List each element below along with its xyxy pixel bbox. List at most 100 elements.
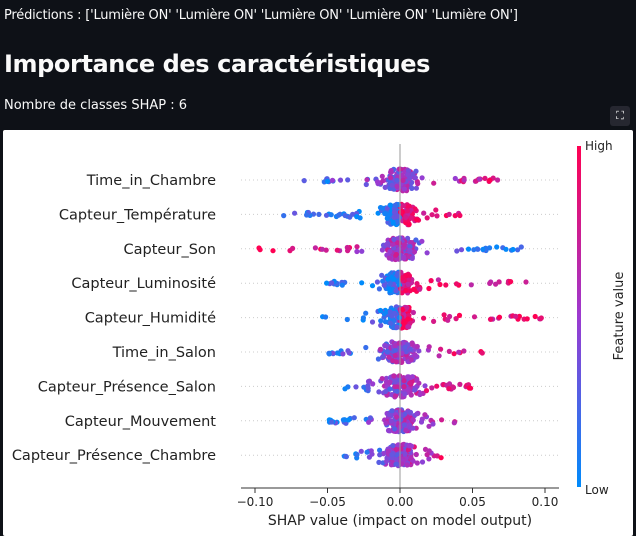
- shap-point: [388, 169, 394, 175]
- colorbar: High Low Feature value: [577, 139, 627, 497]
- shap-point: [401, 186, 407, 192]
- shap-point: [513, 313, 519, 319]
- shap-point: [401, 255, 407, 261]
- shap-point: [538, 315, 544, 321]
- shap-point: [387, 386, 393, 392]
- shap-point: [367, 415, 373, 421]
- shap-point: [391, 426, 398, 432]
- shap-point: [374, 179, 381, 185]
- shap-point: [379, 376, 385, 382]
- shap-point: [412, 387, 418, 393]
- shap-point: [414, 411, 420, 417]
- fullscreen-button[interactable]: ⛶: [610, 106, 630, 126]
- shap-point: [516, 313, 523, 319]
- shap-point: [329, 177, 336, 183]
- shap-point: [359, 280, 365, 286]
- shap-point: [403, 214, 409, 221]
- shap-point: [482, 175, 488, 181]
- colorbar-low-label: Low: [585, 483, 609, 497]
- shap-point: [398, 412, 404, 418]
- feature-label: Capteur_Présence_Chambre: [12, 448, 216, 464]
- shap-point: [346, 417, 352, 423]
- shap-point: [337, 177, 344, 183]
- shap-point: [446, 211, 452, 217]
- shap-point: [365, 378, 372, 385]
- shap-point: [396, 246, 402, 252]
- shap-point: [369, 319, 376, 325]
- shap-point: [419, 238, 425, 244]
- shap-point: [400, 275, 406, 281]
- shap-point: [394, 213, 400, 219]
- shap-point: [421, 210, 427, 216]
- shap-point: [414, 460, 420, 466]
- shap-point: [398, 209, 404, 215]
- shap-point: [417, 391, 423, 398]
- shap-point: [398, 417, 404, 423]
- shap-point: [394, 272, 400, 278]
- shap-point: [451, 351, 457, 357]
- shap-point: [354, 451, 360, 458]
- feature-rows: Time_in_Chambre Capteur_Température Capteu…: [12, 173, 559, 464]
- shap-point: [403, 287, 409, 293]
- x-axis-label: SHAP value (impact on model output): [268, 513, 532, 529]
- shap-point: [323, 247, 329, 253]
- shap-point: [407, 244, 413, 250]
- fullscreen-icon: ⛶: [616, 109, 624, 122]
- shap-point: [430, 421, 436, 427]
- shap-point: [406, 277, 412, 283]
- shap-point: [392, 379, 398, 385]
- shap-point: [391, 276, 397, 282]
- shap-point: [346, 350, 352, 356]
- shap-point: [418, 419, 425, 425]
- shap-point: [399, 290, 405, 296]
- shap-point: [424, 452, 430, 458]
- shap-point: [422, 383, 428, 389]
- shap-point: [292, 210, 298, 216]
- shap-point: [406, 443, 412, 449]
- shap-point: [384, 349, 390, 355]
- shap-point: [354, 248, 360, 255]
- shap-point: [433, 207, 439, 213]
- shap-point: [363, 344, 369, 351]
- shap-point: [392, 393, 399, 399]
- shap-point: [380, 354, 386, 360]
- shap-point: [407, 320, 413, 326]
- shap-point: [400, 306, 406, 313]
- shap-point: [466, 385, 472, 391]
- shap-point: [439, 417, 445, 423]
- shap-point: [389, 241, 395, 247]
- shap-point: [328, 212, 334, 218]
- shap-point: [270, 248, 276, 254]
- colorbar-title: Feature value: [612, 272, 627, 361]
- shap-point: [401, 378, 407, 384]
- shap-point: [391, 310, 398, 316]
- shap-point: [495, 177, 501, 183]
- shap-point: [386, 354, 392, 360]
- shap-point: [475, 246, 481, 252]
- shap-point: [390, 358, 396, 364]
- shap-point: [443, 282, 449, 288]
- shap-point: [487, 177, 493, 183]
- shap-point: [378, 318, 384, 324]
- shap-point: [383, 458, 390, 464]
- shap-point: [387, 202, 393, 208]
- shap-point: [411, 249, 418, 255]
- shap-point: [281, 213, 287, 219]
- shap-point: [413, 237, 419, 243]
- shap-point: [408, 392, 414, 398]
- shap-point: [377, 307, 383, 314]
- shap-point: [387, 309, 393, 315]
- shap-point: [366, 419, 372, 425]
- shap-point: [381, 311, 387, 317]
- shap-point: [429, 385, 435, 391]
- shap-point: [394, 388, 400, 394]
- shap-point: [387, 379, 393, 385]
- shap-point: [393, 446, 399, 452]
- shap-point: [378, 322, 384, 328]
- shap-point: [354, 244, 360, 250]
- page-title: Importance des caractéristiques: [4, 50, 431, 78]
- shap-point: [391, 209, 398, 215]
- shap-point: [487, 280, 493, 286]
- shap-point: [426, 285, 432, 292]
- shap-point: [414, 281, 420, 287]
